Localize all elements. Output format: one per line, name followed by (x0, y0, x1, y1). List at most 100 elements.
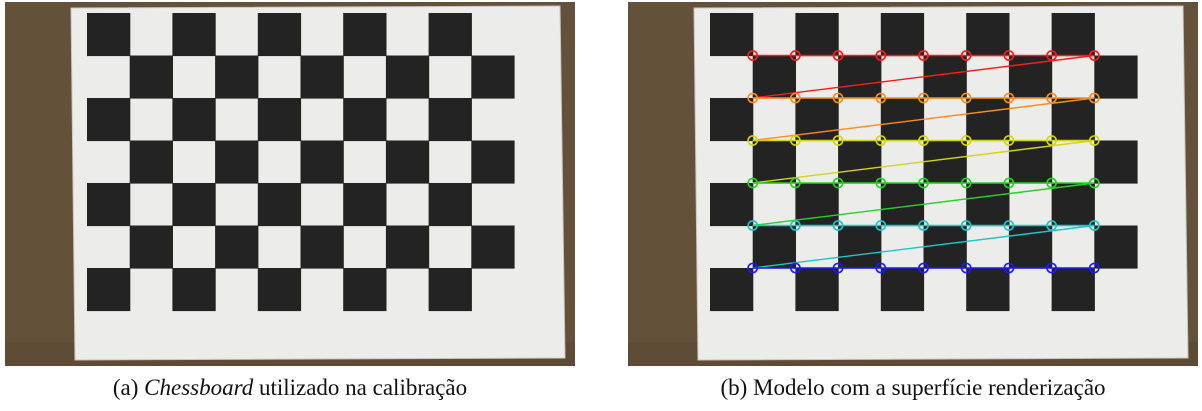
corner-marker (1046, 177, 1057, 189)
chessboard-square (1051, 98, 1095, 142)
corner-marker (875, 92, 887, 104)
corner-marker (1088, 92, 1100, 104)
caption-b: (b) Modelo com a superfície renderização (628, 375, 1198, 401)
caption-a-label: (a) (112, 375, 139, 400)
corner-marker (832, 177, 844, 189)
chessboard-square (87, 13, 131, 57)
corner-marker (875, 177, 887, 189)
chessboard-square (300, 55, 344, 99)
caption-a-emph: Chessboard (144, 375, 254, 400)
chessboard-square (880, 268, 925, 312)
corner-row-connector (752, 139, 1095, 184)
chessboard-square (129, 140, 173, 184)
chessboard-square (172, 183, 216, 227)
panel-b-photo (628, 2, 1198, 366)
chessboard-square (257, 98, 302, 142)
caption-b-label: (b) (720, 375, 748, 400)
chessboard-square (343, 13, 387, 57)
chessboard-square (1094, 55, 1138, 99)
corner-marker (1088, 220, 1100, 231)
corner-marker (918, 92, 929, 104)
chessboard-square (710, 183, 754, 227)
chessboard-square (1008, 225, 1053, 269)
chessboard-square (1008, 55, 1053, 99)
corner-marker (747, 177, 759, 189)
corner-marker (875, 262, 887, 274)
chessboard-squares (87, 13, 515, 312)
chessboard-square (1008, 140, 1053, 184)
chessboard-square (385, 140, 430, 184)
chessboard-square (385, 55, 430, 99)
corner-marker (1046, 92, 1057, 104)
corner-marker (1003, 220, 1015, 231)
corner-marker (1046, 50, 1057, 61)
corner-row-connector (752, 182, 1095, 227)
caption-b-text: Modelo com a superfície renderização (753, 375, 1106, 400)
chessboard-square (752, 55, 796, 99)
panel-a-photo (5, 2, 575, 366)
chessboard-square (880, 13, 925, 57)
corner-marker (789, 262, 801, 274)
chessboard-square (257, 13, 302, 57)
chessboard-square (471, 225, 515, 269)
chessboard-square (838, 140, 882, 184)
chessboard-square (87, 98, 131, 142)
chessboard-square (471, 140, 515, 184)
corner-marker (918, 262, 929, 274)
chessboard-square (215, 55, 259, 99)
corner-marker (1003, 177, 1015, 189)
chessboard-square (257, 183, 302, 227)
corner-marker (747, 262, 759, 274)
corner-marker (1088, 177, 1100, 189)
corner-marker (789, 50, 801, 61)
corner-marker (832, 135, 844, 146)
corner-marker (747, 220, 759, 231)
chessboard-square (172, 268, 216, 312)
chessboard-square (87, 268, 131, 312)
corner-row-connector (752, 54, 1095, 99)
chessboard-square (710, 268, 754, 312)
chessboard-square (966, 268, 1010, 312)
chessboard-square (923, 140, 967, 184)
chessboard-squares (710, 13, 1138, 312)
corner-marker (960, 50, 972, 61)
corner-marker (789, 135, 801, 146)
paper-edge (693, 5, 1189, 361)
chessboard-square (1051, 268, 1095, 312)
chessboard-square (471, 55, 515, 99)
corner-marker (875, 220, 887, 231)
corner-marker (1088, 262, 1100, 274)
corner-marker (789, 177, 801, 189)
chessboard-square (710, 13, 754, 57)
chessboard-square (795, 13, 839, 57)
corner-marker (1088, 135, 1100, 146)
detected-corners (747, 50, 1100, 274)
chessboard-square (343, 268, 387, 312)
chessboard-square (129, 55, 173, 99)
chessboard-square (215, 140, 259, 184)
corner-marker (747, 135, 759, 146)
chessboard-square (215, 225, 259, 269)
corner-marker (747, 92, 759, 104)
chessboard-square (300, 140, 344, 184)
corner-marker (832, 220, 844, 231)
corner-marker (832, 50, 844, 61)
corner-marker (960, 92, 972, 104)
chessboard-square (172, 98, 216, 142)
chessboard-square (838, 55, 882, 99)
corner-marker (789, 92, 801, 104)
chessboard-square (300, 225, 344, 269)
chessboard-square (966, 13, 1010, 57)
caption-a: (a) Chessboard utilizado na calibração (5, 375, 575, 401)
chessboard-square (838, 225, 882, 269)
chessboard-square (428, 98, 472, 142)
chessboard-square (343, 98, 387, 142)
chessboard-square (1051, 183, 1095, 227)
corner-marker (960, 220, 972, 231)
corner-marker (1003, 135, 1015, 146)
corner-marker (1046, 262, 1057, 274)
corner-marker (747, 50, 759, 61)
chessboard-square (1051, 13, 1095, 57)
corner-marker (918, 177, 929, 189)
corner-marker (1088, 50, 1100, 61)
